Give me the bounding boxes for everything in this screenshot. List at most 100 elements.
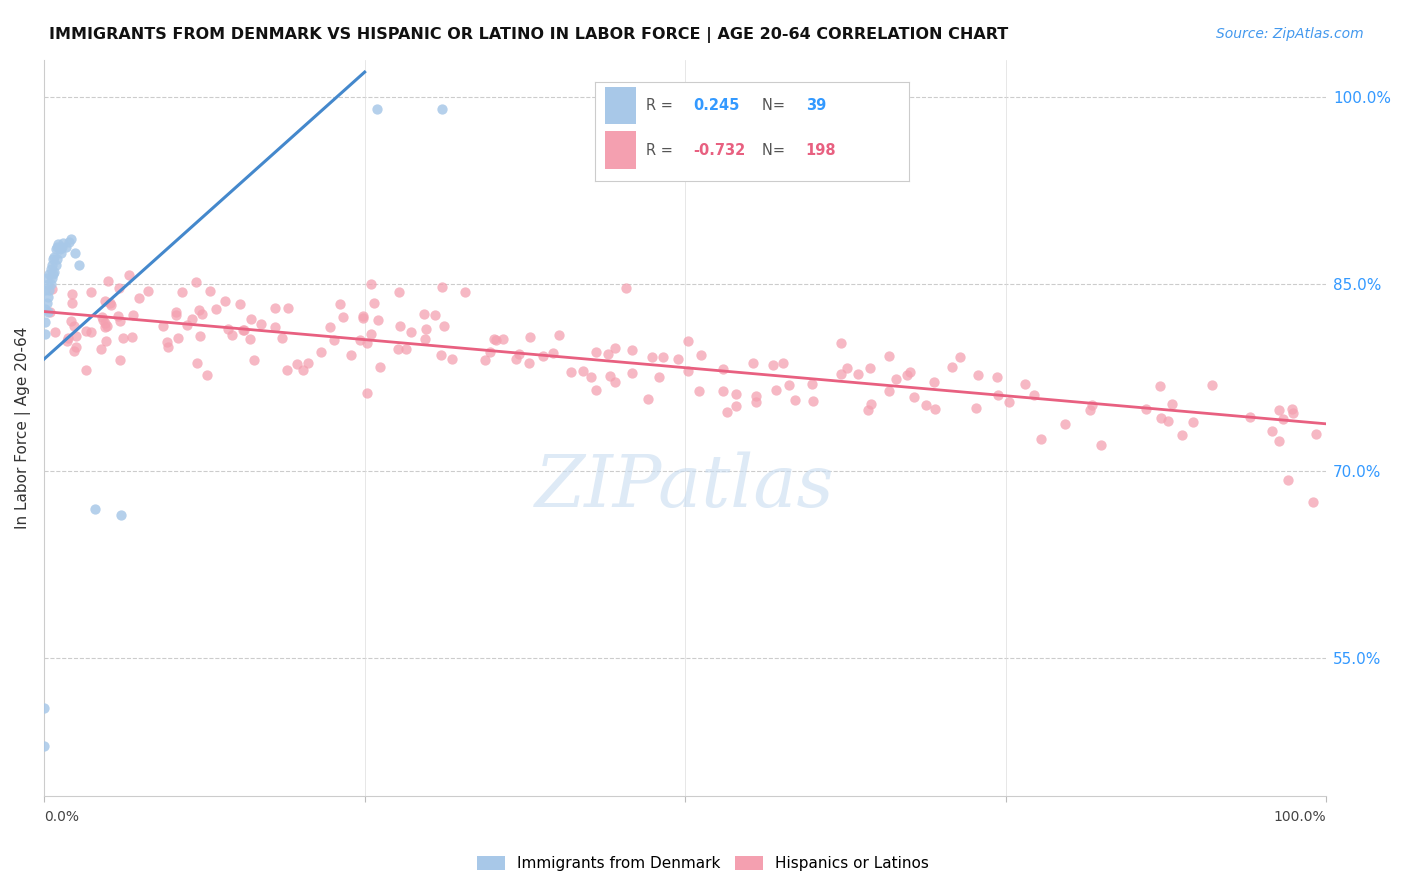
Point [80,325,103,339]
Point [765,384,787,398]
Point [184,276,207,290]
Point [835,361,858,376]
Point [80,285,103,299]
Point [118,268,141,282]
Point [318,320,340,334]
Point [641,351,664,365]
Point [711,361,734,376]
Point [415,322,437,336]
Point [492,332,515,346]
Point [1302,495,1324,509]
Point [363,296,385,310]
Point [44,250,66,264]
Point [39,277,62,292]
Point [413,332,436,346]
Point [441,352,464,367]
Point [1149,378,1171,392]
Point [425,308,447,322]
Point [35,295,58,310]
Point [621,343,644,357]
Point [37,304,59,318]
Point [987,388,1010,402]
Point [585,383,607,397]
Point [188,328,211,343]
Point [924,401,946,416]
Point [877,384,900,399]
Point [65,329,87,343]
Point [676,363,699,377]
Point [803,394,825,409]
Point [596,347,619,361]
Point [75,324,97,338]
Point [285,357,308,371]
Point [1080,398,1102,412]
Point [429,348,451,362]
Point [688,384,710,398]
Point [560,365,582,379]
Point [45,242,67,256]
Point [1281,402,1303,417]
Point [637,392,659,406]
Point [55,240,77,254]
Point [214,293,236,308]
Point [264,320,287,334]
Point [84,501,107,516]
Point [430,103,453,117]
Point [39,262,62,277]
Point [783,393,806,408]
Text: IMMIGRANTS FROM DENMARK VS HISPANIC OR LATINO IN LABOR FORCE | AGE 20-64 CORRELA: IMMIGRANTS FROM DENMARK VS HISPANIC OR L… [49,27,1008,43]
Point [37,277,59,292]
Point [107,309,129,323]
Point [56,334,79,349]
Point [90,342,112,356]
Point [195,368,218,382]
Point [941,360,963,375]
Point [585,344,607,359]
Point [360,326,382,341]
Point [51,240,73,254]
Point [122,308,145,322]
Point [724,387,747,401]
Point [94,319,117,334]
Point [356,335,378,350]
Point [879,349,901,363]
Point [297,356,319,370]
Point [349,334,371,348]
Text: ZIPatlas: ZIPatlas [536,451,835,522]
Point [648,369,671,384]
Point [181,311,204,326]
Y-axis label: In Labor Force | Age 20-64: In Labor Force | Age 20-64 [15,326,31,529]
Point [172,285,194,300]
Point [128,291,150,305]
Point [846,367,869,381]
Point [38,284,60,298]
Text: Source: ZipAtlas.com: Source: ZipAtlas.com [1216,27,1364,41]
Point [1201,378,1223,392]
Point [46,237,69,252]
Point [229,296,252,310]
Point [233,323,256,337]
Point [75,363,97,377]
Point [724,400,747,414]
Point [309,345,332,359]
Point [454,285,477,299]
Point [367,313,389,327]
Point [136,284,159,298]
Point [548,328,571,343]
Point [221,328,243,343]
Point [34,301,56,316]
Point [62,343,84,358]
Point [1054,417,1077,432]
Point [922,376,945,390]
Point [243,352,266,367]
Point [388,285,411,300]
Point [41,282,63,296]
Point [830,335,852,350]
Point [745,389,768,403]
Point [1161,397,1184,411]
Point [413,307,436,321]
Point [620,366,643,380]
Point [94,293,117,308]
Point [579,370,602,384]
Point [52,235,75,250]
